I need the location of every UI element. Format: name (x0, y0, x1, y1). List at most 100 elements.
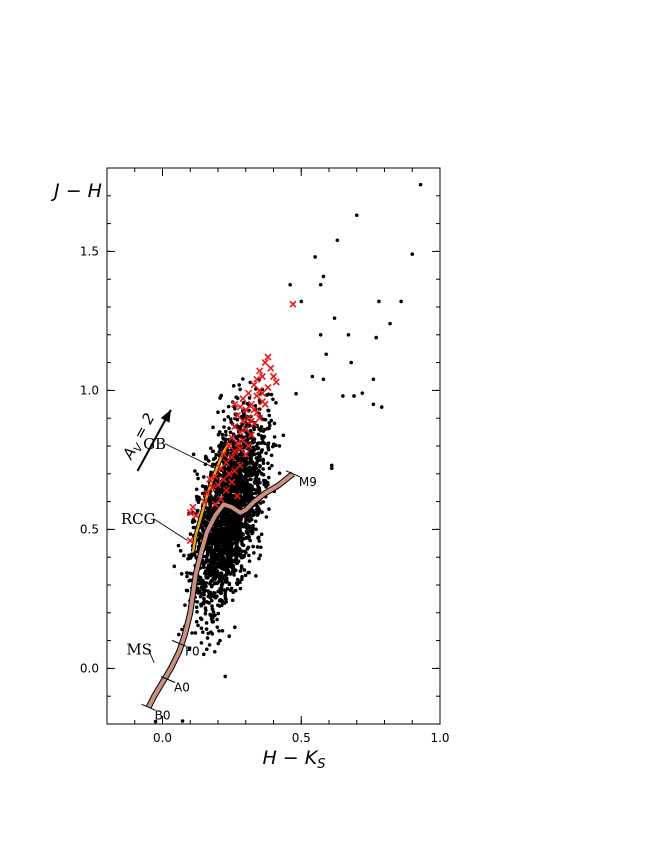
star-point (216, 574, 221, 578)
star-point (207, 510, 211, 514)
star-point (212, 527, 217, 532)
cross-stroke (211, 500, 219, 508)
star-point (194, 605, 199, 609)
cross-stroke (200, 498, 208, 506)
star-point (246, 485, 251, 489)
giant-star-cross (225, 442, 233, 450)
star-point (219, 490, 224, 495)
star-point (216, 520, 221, 525)
giant-star-cross (261, 359, 269, 367)
giant-star-cross (189, 503, 197, 511)
star-point (238, 476, 243, 480)
star-point (202, 597, 206, 601)
star-point (329, 466, 334, 471)
star-point (215, 594, 219, 599)
star-point (321, 377, 326, 382)
star-point (231, 570, 236, 575)
cross-stroke (247, 417, 255, 425)
star-point (223, 593, 228, 598)
spectral-label-b0: B0 (155, 708, 171, 722)
star-point (212, 572, 216, 576)
giant-star-cross (236, 403, 244, 411)
cross-stroke (231, 467, 239, 475)
star-point (212, 649, 217, 654)
star-point (242, 554, 247, 558)
giant-star-cross (247, 417, 255, 425)
star-point (197, 589, 201, 594)
spectral-label-m9: M9 (299, 475, 317, 489)
star-point (178, 549, 183, 553)
star-point (251, 513, 256, 517)
cross-stroke (225, 442, 233, 450)
star-point (210, 632, 215, 636)
star-point (299, 299, 304, 304)
cross-stroke (261, 400, 269, 408)
star-point (209, 472, 213, 476)
star-point (379, 405, 384, 409)
star-point (216, 641, 221, 646)
star-point (245, 547, 250, 551)
star-point (264, 451, 268, 455)
star-point (196, 476, 200, 481)
star-point (182, 553, 186, 558)
star-point (203, 522, 208, 527)
star-point (225, 549, 230, 553)
star-point (247, 570, 251, 575)
star-point (222, 425, 226, 429)
star-point (259, 545, 263, 550)
star-point (205, 647, 209, 652)
star-point (209, 598, 214, 603)
star-point (247, 535, 251, 540)
cross-stroke (258, 372, 266, 381)
star-point (243, 460, 248, 465)
star-point (208, 546, 213, 551)
star-point (197, 541, 202, 546)
star-point (222, 417, 227, 422)
star-point (341, 394, 345, 398)
star-point (266, 461, 270, 466)
star-point (238, 586, 243, 591)
star-point (240, 541, 244, 546)
star-point (224, 492, 228, 497)
spectral-mark-tick (285, 470, 301, 478)
star-point (227, 570, 231, 575)
star-point (243, 499, 248, 503)
giant-star-cross (231, 422, 239, 431)
star-point (224, 566, 228, 570)
star-point (230, 558, 234, 562)
star-point (261, 440, 265, 445)
star-point (265, 426, 270, 431)
cross-stroke (217, 495, 225, 503)
star-point (196, 623, 200, 628)
giant-star-cross (236, 461, 244, 470)
star-point (223, 573, 227, 578)
star-point (354, 213, 359, 218)
tick-marks (106, 167, 441, 725)
star-point (204, 584, 208, 589)
star-point (261, 461, 266, 466)
star-point (193, 631, 198, 635)
giant-star-cross (256, 367, 264, 375)
star-point (217, 629, 221, 633)
star-point (247, 553, 251, 558)
giant-star-cross (261, 400, 269, 408)
star-point (222, 539, 226, 544)
giant-star-cross (239, 395, 247, 403)
star-point (248, 513, 253, 518)
star-point (177, 632, 181, 637)
star-point (211, 610, 216, 614)
star-point (238, 552, 243, 556)
star-point (244, 529, 249, 534)
cross-stroke (264, 384, 272, 392)
star-point (228, 588, 233, 592)
cross-stroke (222, 486, 230, 495)
star-point (253, 510, 258, 515)
star-point (201, 593, 205, 597)
star-point (245, 471, 249, 475)
star-point (234, 561, 239, 566)
star-point (261, 458, 265, 463)
giant-star-cross (231, 400, 239, 408)
star-point (264, 485, 268, 489)
star-point (209, 494, 213, 498)
